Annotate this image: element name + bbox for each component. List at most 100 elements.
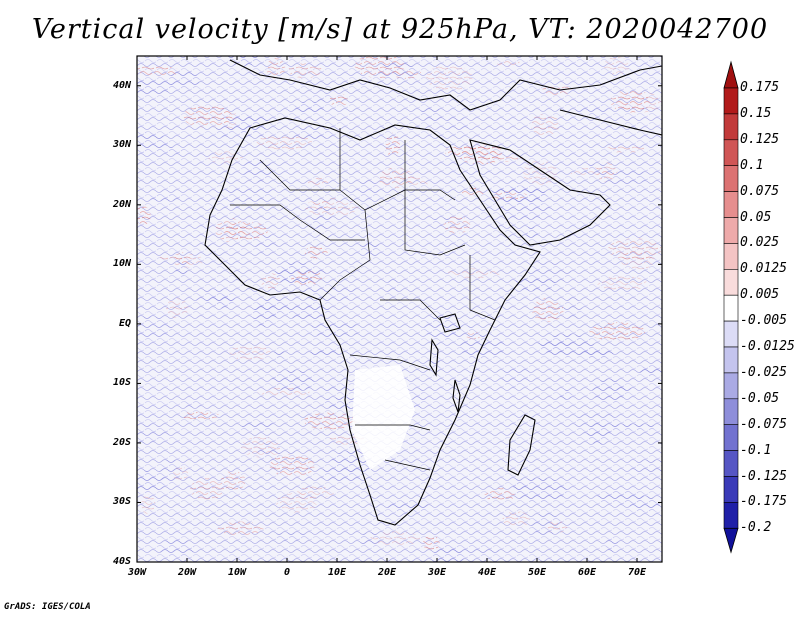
velocity-blob [269, 454, 315, 478]
velocity-blob [603, 56, 630, 75]
longitude-label: 20W [177, 567, 197, 578]
velocity-blob [502, 511, 530, 528]
latitude-label: 10S [112, 377, 131, 389]
velocity-blob [260, 273, 281, 290]
velocity-blob [271, 370, 315, 392]
longitude-label: 20E [377, 567, 397, 578]
velocity-blob [596, 490, 645, 505]
velocity-blob [266, 58, 286, 79]
colorbar-label: 0.05 [740, 209, 772, 225]
colorbar-swatch [723, 191, 739, 218]
velocity-blob [426, 64, 473, 91]
velocity-blob [499, 201, 552, 220]
velocity-blob [158, 538, 195, 558]
velocity-blob [425, 359, 443, 371]
longitude-label: 30W [127, 567, 147, 578]
grads-credit: GrADS: IGES/COLA [4, 602, 91, 612]
country-borders [230, 128, 496, 471]
velocity-blob [512, 478, 527, 495]
longitude-label: 10E [327, 567, 347, 578]
velocity-blob [137, 470, 167, 494]
colorbar-swatch [723, 268, 739, 296]
velocity-blob [224, 108, 237, 130]
velocity-blob [297, 486, 334, 499]
velocity-blob [220, 470, 246, 491]
coastlines [204, 59, 662, 526]
velocity-blob [432, 545, 464, 562]
velocity-blob [617, 91, 662, 113]
colorbar-swatch [723, 113, 739, 141]
colorbar-swatch [723, 87, 739, 115]
latitude-label: 30S [112, 496, 131, 508]
velocity-blob [309, 320, 361, 338]
colorbar-label: -0.0125 [740, 339, 795, 354]
velocity-blob [304, 246, 328, 259]
velocity-blob [541, 86, 574, 96]
velocity-blob [420, 107, 443, 122]
velocity-blob [288, 63, 322, 78]
velocity-blob [490, 186, 546, 203]
longitude-label: 40E [477, 567, 497, 578]
colorbar-label: -0.2 [740, 520, 772, 536]
velocity-blob [630, 459, 662, 477]
velocity-blob [267, 532, 313, 541]
velocity-blob [310, 348, 342, 357]
velocity-blob [241, 421, 276, 432]
velocity-blob [190, 478, 225, 501]
velocity-blob [501, 365, 531, 388]
velocity-blob [356, 179, 379, 201]
colorbar-swatch [723, 139, 739, 167]
velocity-blob [236, 130, 271, 137]
colorbar-swatch [723, 346, 739, 374]
velocity-blob [221, 186, 276, 202]
arabia-coastline [469, 139, 611, 246]
colorbar-label: 0.175 [740, 80, 780, 95]
axis-ticks [136, 56, 662, 563]
velocity-blob [377, 168, 414, 188]
colorbar-label: -0.025 [740, 364, 787, 380]
colorbar-swatch [723, 398, 739, 425]
velocity-blob [484, 488, 515, 502]
southern-africa-plateau [352, 365, 415, 470]
lake-tanganyika [429, 338, 439, 377]
velocity-blob [147, 193, 181, 202]
velocity-blob [387, 500, 430, 514]
velocity-blob [137, 424, 169, 444]
velocity-blob [182, 105, 232, 128]
asia-coastline [559, 109, 662, 136]
colorbar-swatch [723, 424, 739, 451]
velocity-blob [224, 56, 266, 66]
velocity-blob [252, 303, 277, 328]
velocity-blob [605, 424, 659, 431]
velocity-blob [169, 70, 200, 90]
velocity-blob [287, 127, 334, 141]
velocity-blob [137, 204, 151, 228]
velocity-blob [605, 537, 619, 552]
vertical-velocity-field [137, 56, 662, 562]
velocity-blob [229, 344, 271, 361]
colorbar-label: 0.15 [740, 105, 772, 121]
velocity-blob [582, 163, 610, 174]
velocity-blob [559, 389, 572, 400]
velocity-blob [312, 200, 330, 209]
colorbar-label: -0.005 [740, 313, 787, 329]
colorbar-swatch [723, 217, 739, 244]
velocity-blob [242, 158, 274, 183]
colorbar-top-arrow [723, 60, 739, 89]
velocity-blob [137, 65, 180, 77]
velocity-blob [460, 335, 505, 360]
velocity-blob [445, 115, 469, 136]
velocity-blob [370, 531, 421, 547]
map-title: Vertical velocity [m/s] at 925hPa, VT: 2… [31, 14, 769, 45]
velocity-blob [273, 349, 286, 361]
velocity-blob [166, 298, 189, 318]
velocity-blob [616, 386, 632, 393]
velocity-blob [589, 322, 646, 342]
velocity-blob [423, 535, 440, 551]
colorbar-swatch [723, 372, 739, 400]
velocity-blob [285, 302, 331, 321]
velocity-blob [574, 103, 609, 118]
longitude-label: 70E [627, 567, 647, 578]
velocity-blob [563, 297, 582, 322]
velocity-blob [304, 198, 359, 217]
